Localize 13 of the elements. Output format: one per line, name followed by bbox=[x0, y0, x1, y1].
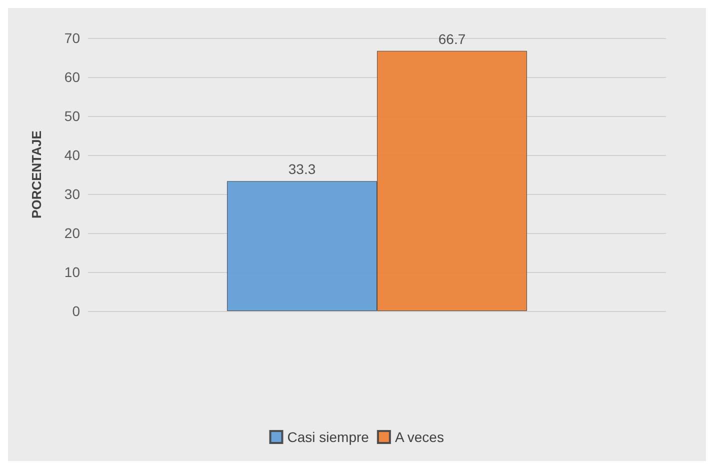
legend-label: Casi siempre bbox=[287, 429, 370, 445]
y-tick-label: 30 bbox=[64, 186, 80, 202]
y-tick-label: 20 bbox=[64, 225, 80, 241]
y-tick-label: 60 bbox=[64, 69, 80, 85]
y-tick-label: 40 bbox=[64, 147, 80, 163]
data-label: 66.7 bbox=[438, 30, 466, 47]
y-tick-label: 50 bbox=[64, 108, 80, 124]
y-tick-label: 0 bbox=[72, 303, 80, 319]
y-tick-label: 70 bbox=[64, 30, 80, 46]
y-tick-label: 10 bbox=[64, 264, 80, 280]
data-label: 33.3 bbox=[288, 161, 316, 178]
y-axis-title: PORCENTAJE bbox=[29, 130, 44, 218]
legend-label: A veces bbox=[394, 429, 444, 445]
